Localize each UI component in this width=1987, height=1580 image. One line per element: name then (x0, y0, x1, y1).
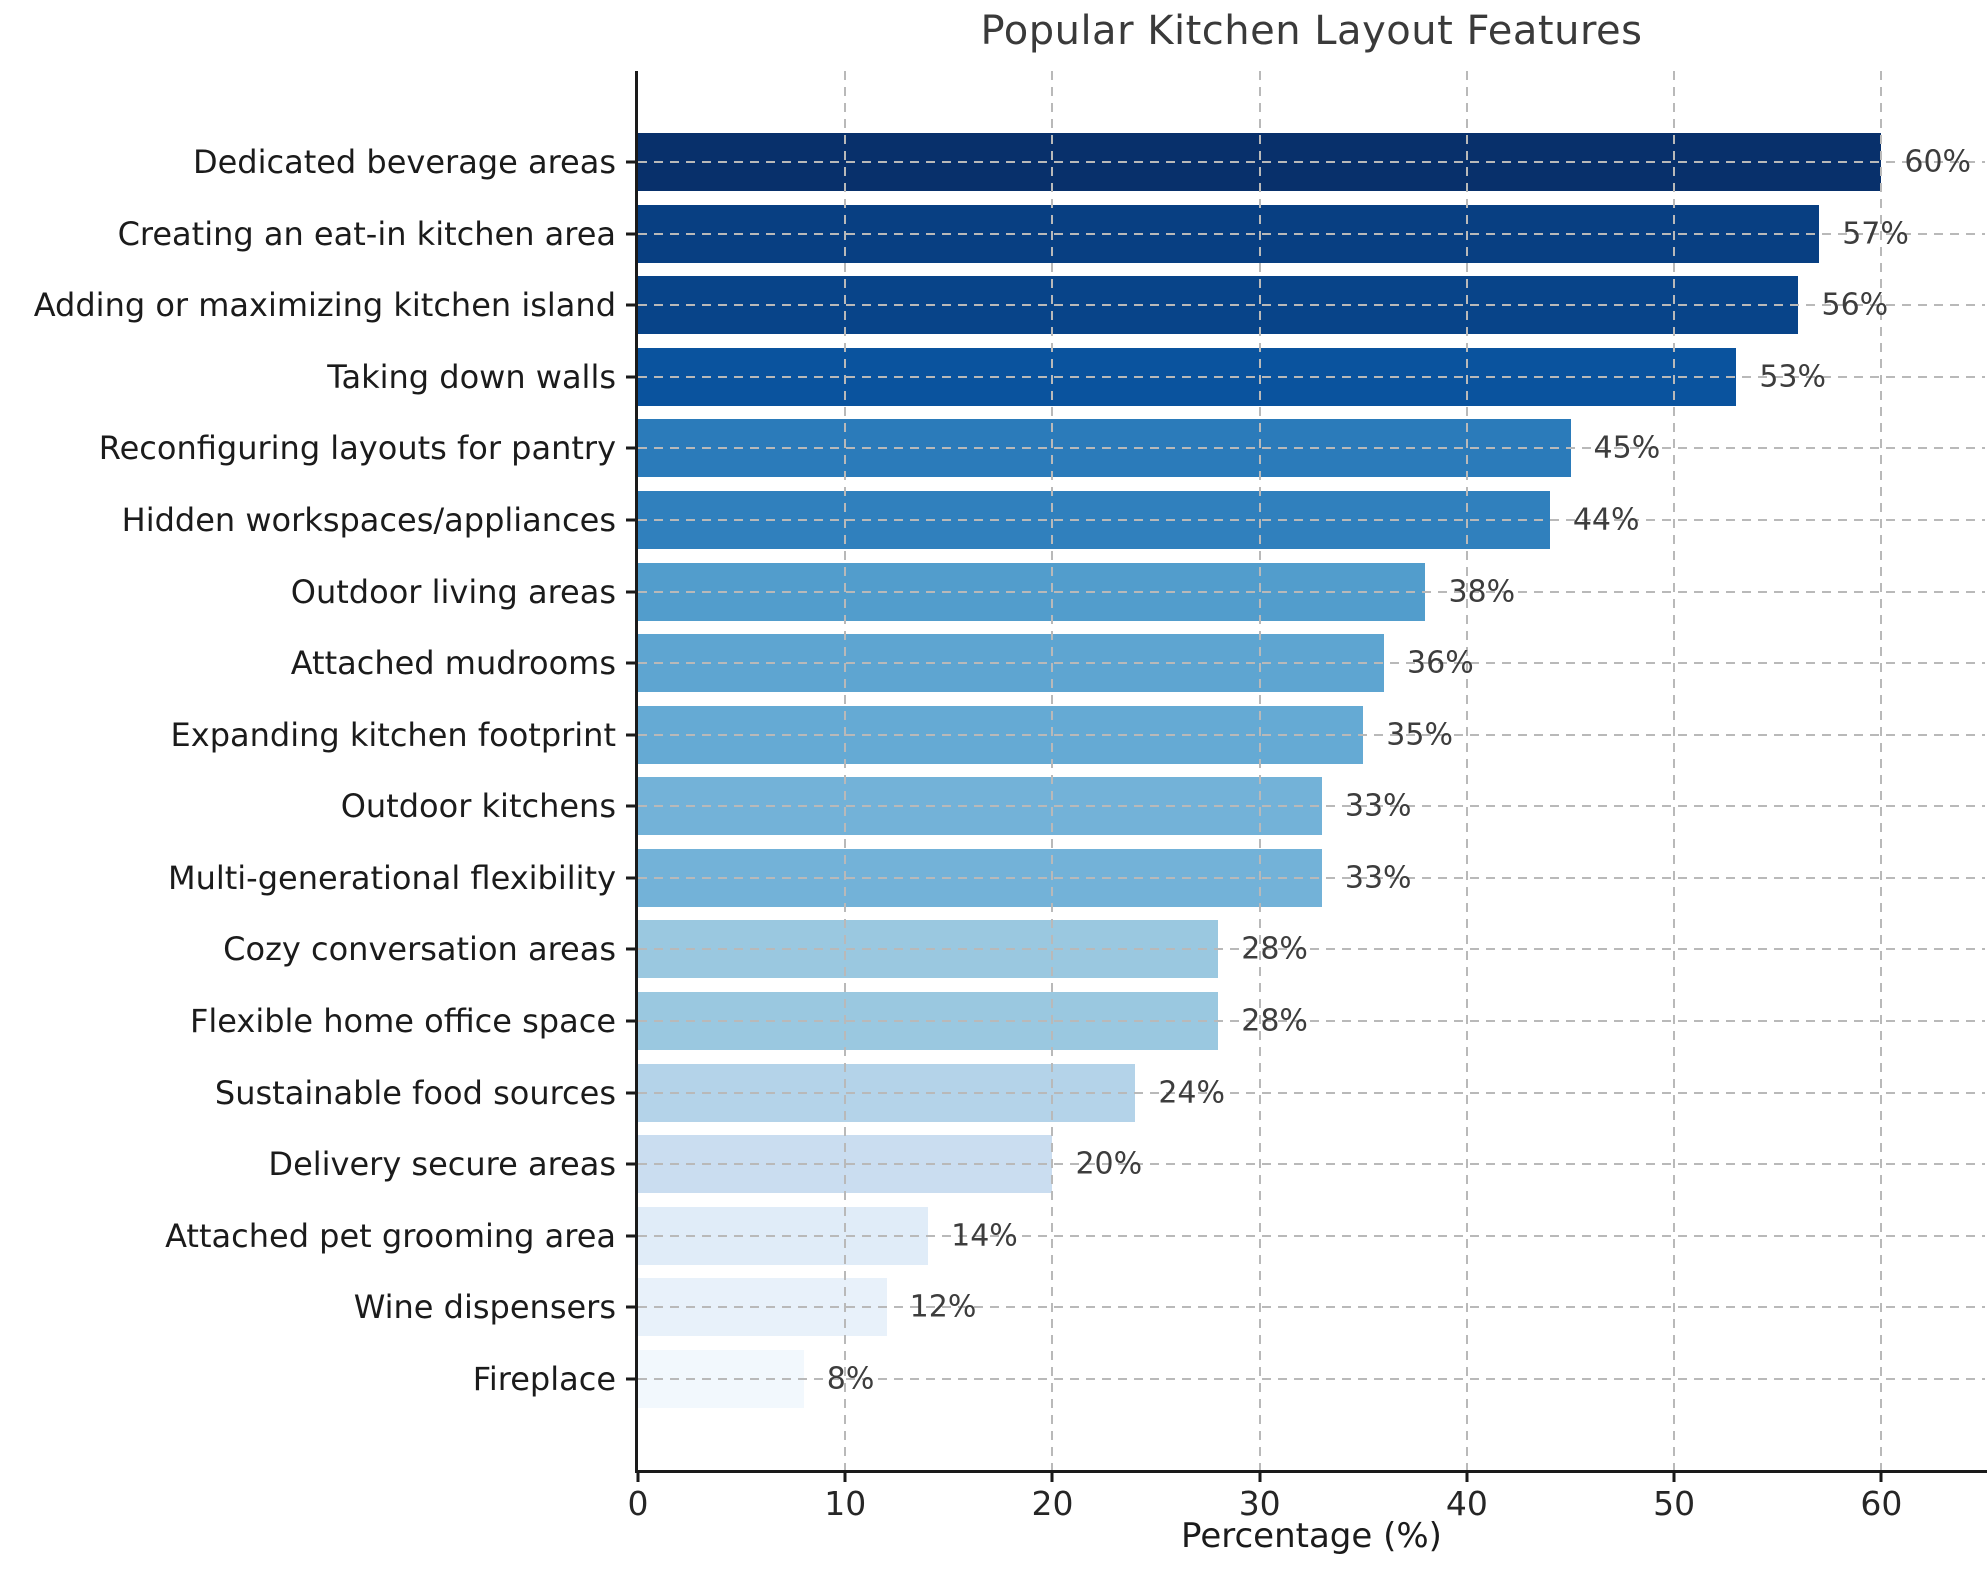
x-tick-label: 50 (1653, 1484, 1696, 1523)
x-axis-line (635, 1470, 1987, 1473)
y-gridline (638, 160, 1985, 163)
category-label: Flexible home office space (189, 1002, 616, 1041)
y-gridline (638, 1378, 1985, 1381)
y-axis-tick (626, 1234, 638, 1238)
y-axis-tick (626, 590, 638, 593)
x-axis-label: Percentage (%) (1181, 1516, 1442, 1556)
x-axis-tick (843, 1470, 847, 1482)
x-axis-tick (1879, 1470, 1883, 1482)
x-tick-label: 40 (1445, 1484, 1488, 1523)
bar-value-label: 45% (1593, 430, 1661, 466)
category-label: Creating an eat-in kitchen area (117, 214, 616, 253)
x-tick-label: 20 (1031, 1484, 1074, 1523)
y-gridline (638, 232, 1985, 235)
plot-area: 0 10 20 30 40 50 60 Dedicated beverage areas 60%… (34, 71, 1987, 1523)
x-tick-label: 0 (627, 1484, 649, 1523)
category-label: Expanding kitchen footprint (170, 715, 616, 754)
bar-value-label: 57% (1842, 216, 1909, 252)
x-axis-tick (1050, 1470, 1054, 1482)
bar-value-label: 53% (1759, 359, 1826, 395)
y-axis-tick (626, 947, 638, 951)
y-axis-tick (626, 375, 638, 379)
category-label: Delivery secure areas (268, 1145, 616, 1184)
bar-value-label: 12% (909, 1289, 977, 1325)
x-gridline (1880, 71, 1883, 1470)
x-tick-label: 60 (1860, 1484, 1903, 1523)
category-label: Dedicated beverage areas (192, 142, 616, 181)
category-label: Wine dispensers (353, 1288, 616, 1327)
y-axis-tick (626, 876, 638, 880)
x-gridline (1258, 71, 1261, 1470)
y-axis-tick (626, 160, 638, 164)
y-axis-tick (626, 661, 638, 665)
category-label: Outdoor kitchens (340, 787, 616, 826)
category-label: Multi-generational flexibility (167, 858, 616, 897)
bar-value-label: 36% (1407, 645, 1474, 681)
y-gridline (638, 1091, 1985, 1094)
category-label: Fireplace (472, 1360, 616, 1399)
y-axis-tick (626, 733, 638, 737)
bar-value-label: 20% (1075, 1146, 1143, 1182)
y-gridline (638, 590, 1985, 593)
bar-value-label: 33% (1344, 788, 1412, 824)
y-gridline (638, 1306, 1985, 1309)
bar-value-label: 14% (951, 1218, 1018, 1254)
x-axis-tick (1465, 1470, 1469, 1482)
bar-value-label: 33% (1344, 860, 1412, 896)
y-gridline (638, 1020, 1985, 1023)
bar-value-label: 56% (1821, 287, 1889, 323)
y-axis-tick (626, 1377, 638, 1381)
y-axis-tick (626, 1305, 638, 1309)
x-gridline (1465, 71, 1468, 1470)
category-label: Sustainable food sources (214, 1073, 616, 1112)
bar-value-label: 38% (1448, 574, 1516, 609)
x-gridline (844, 71, 847, 1470)
y-axis-tick (626, 518, 638, 522)
y-gridline (638, 1234, 1985, 1237)
x-gridline (1051, 71, 1054, 1470)
y-axis-tick (626, 1091, 638, 1095)
bar-value-label: 35% (1386, 717, 1453, 753)
y-gridline (638, 662, 1985, 665)
bar-value-label: 8% (826, 1361, 875, 1397)
y-gridline (638, 1163, 1985, 1166)
category-label: Adding or maximizing kitchen island (33, 286, 616, 325)
x-tick-label: 30 (1238, 1484, 1281, 1523)
y-axis-tick (626, 1162, 638, 1166)
y-gridline (638, 304, 1985, 307)
y-axis-tick (626, 804, 638, 808)
category-label: Cozy conversation areas (223, 930, 616, 969)
category-label: Reconfiguring layouts for pantry (98, 429, 616, 468)
y-gridline (638, 805, 1985, 808)
y-gridline (638, 447, 1985, 450)
y-axis-tick (626, 232, 638, 236)
category-label: Taking down walls (327, 357, 616, 396)
category-label: Attached pet grooming area (165, 1216, 616, 1255)
bar-value-label: 28% (1241, 1003, 1308, 1039)
category-label: Attached mudrooms (290, 644, 616, 683)
x-axis-tick (1258, 1470, 1262, 1482)
x-axis-tick (636, 1470, 640, 1482)
category-label: Outdoor living areas (290, 572, 616, 611)
bar-value-label: 28% (1241, 931, 1308, 967)
y-axis-tick (626, 1019, 638, 1023)
y-gridline (638, 948, 1985, 951)
y-gridline (638, 375, 1985, 378)
y-gridline (638, 876, 1985, 879)
y-gridline (638, 733, 1985, 736)
bar-value-label: 44% (1572, 502, 1640, 538)
x-tick-label: 10 (824, 1484, 867, 1523)
y-axis-tick (626, 303, 638, 307)
bar-value-label: 24% (1158, 1075, 1226, 1111)
y-gridline (638, 518, 1985, 521)
y-axis-tick (626, 446, 638, 450)
x-gridline (1673, 71, 1676, 1470)
chart-title: Popular Kitchen Layout Features (980, 8, 1643, 54)
category-label: Hidden workspaces/appliances (121, 500, 616, 539)
x-axis-tick (1672, 1470, 1676, 1482)
bar-value-label: 60% (1904, 144, 1972, 180)
y-axis-line (635, 71, 638, 1473)
